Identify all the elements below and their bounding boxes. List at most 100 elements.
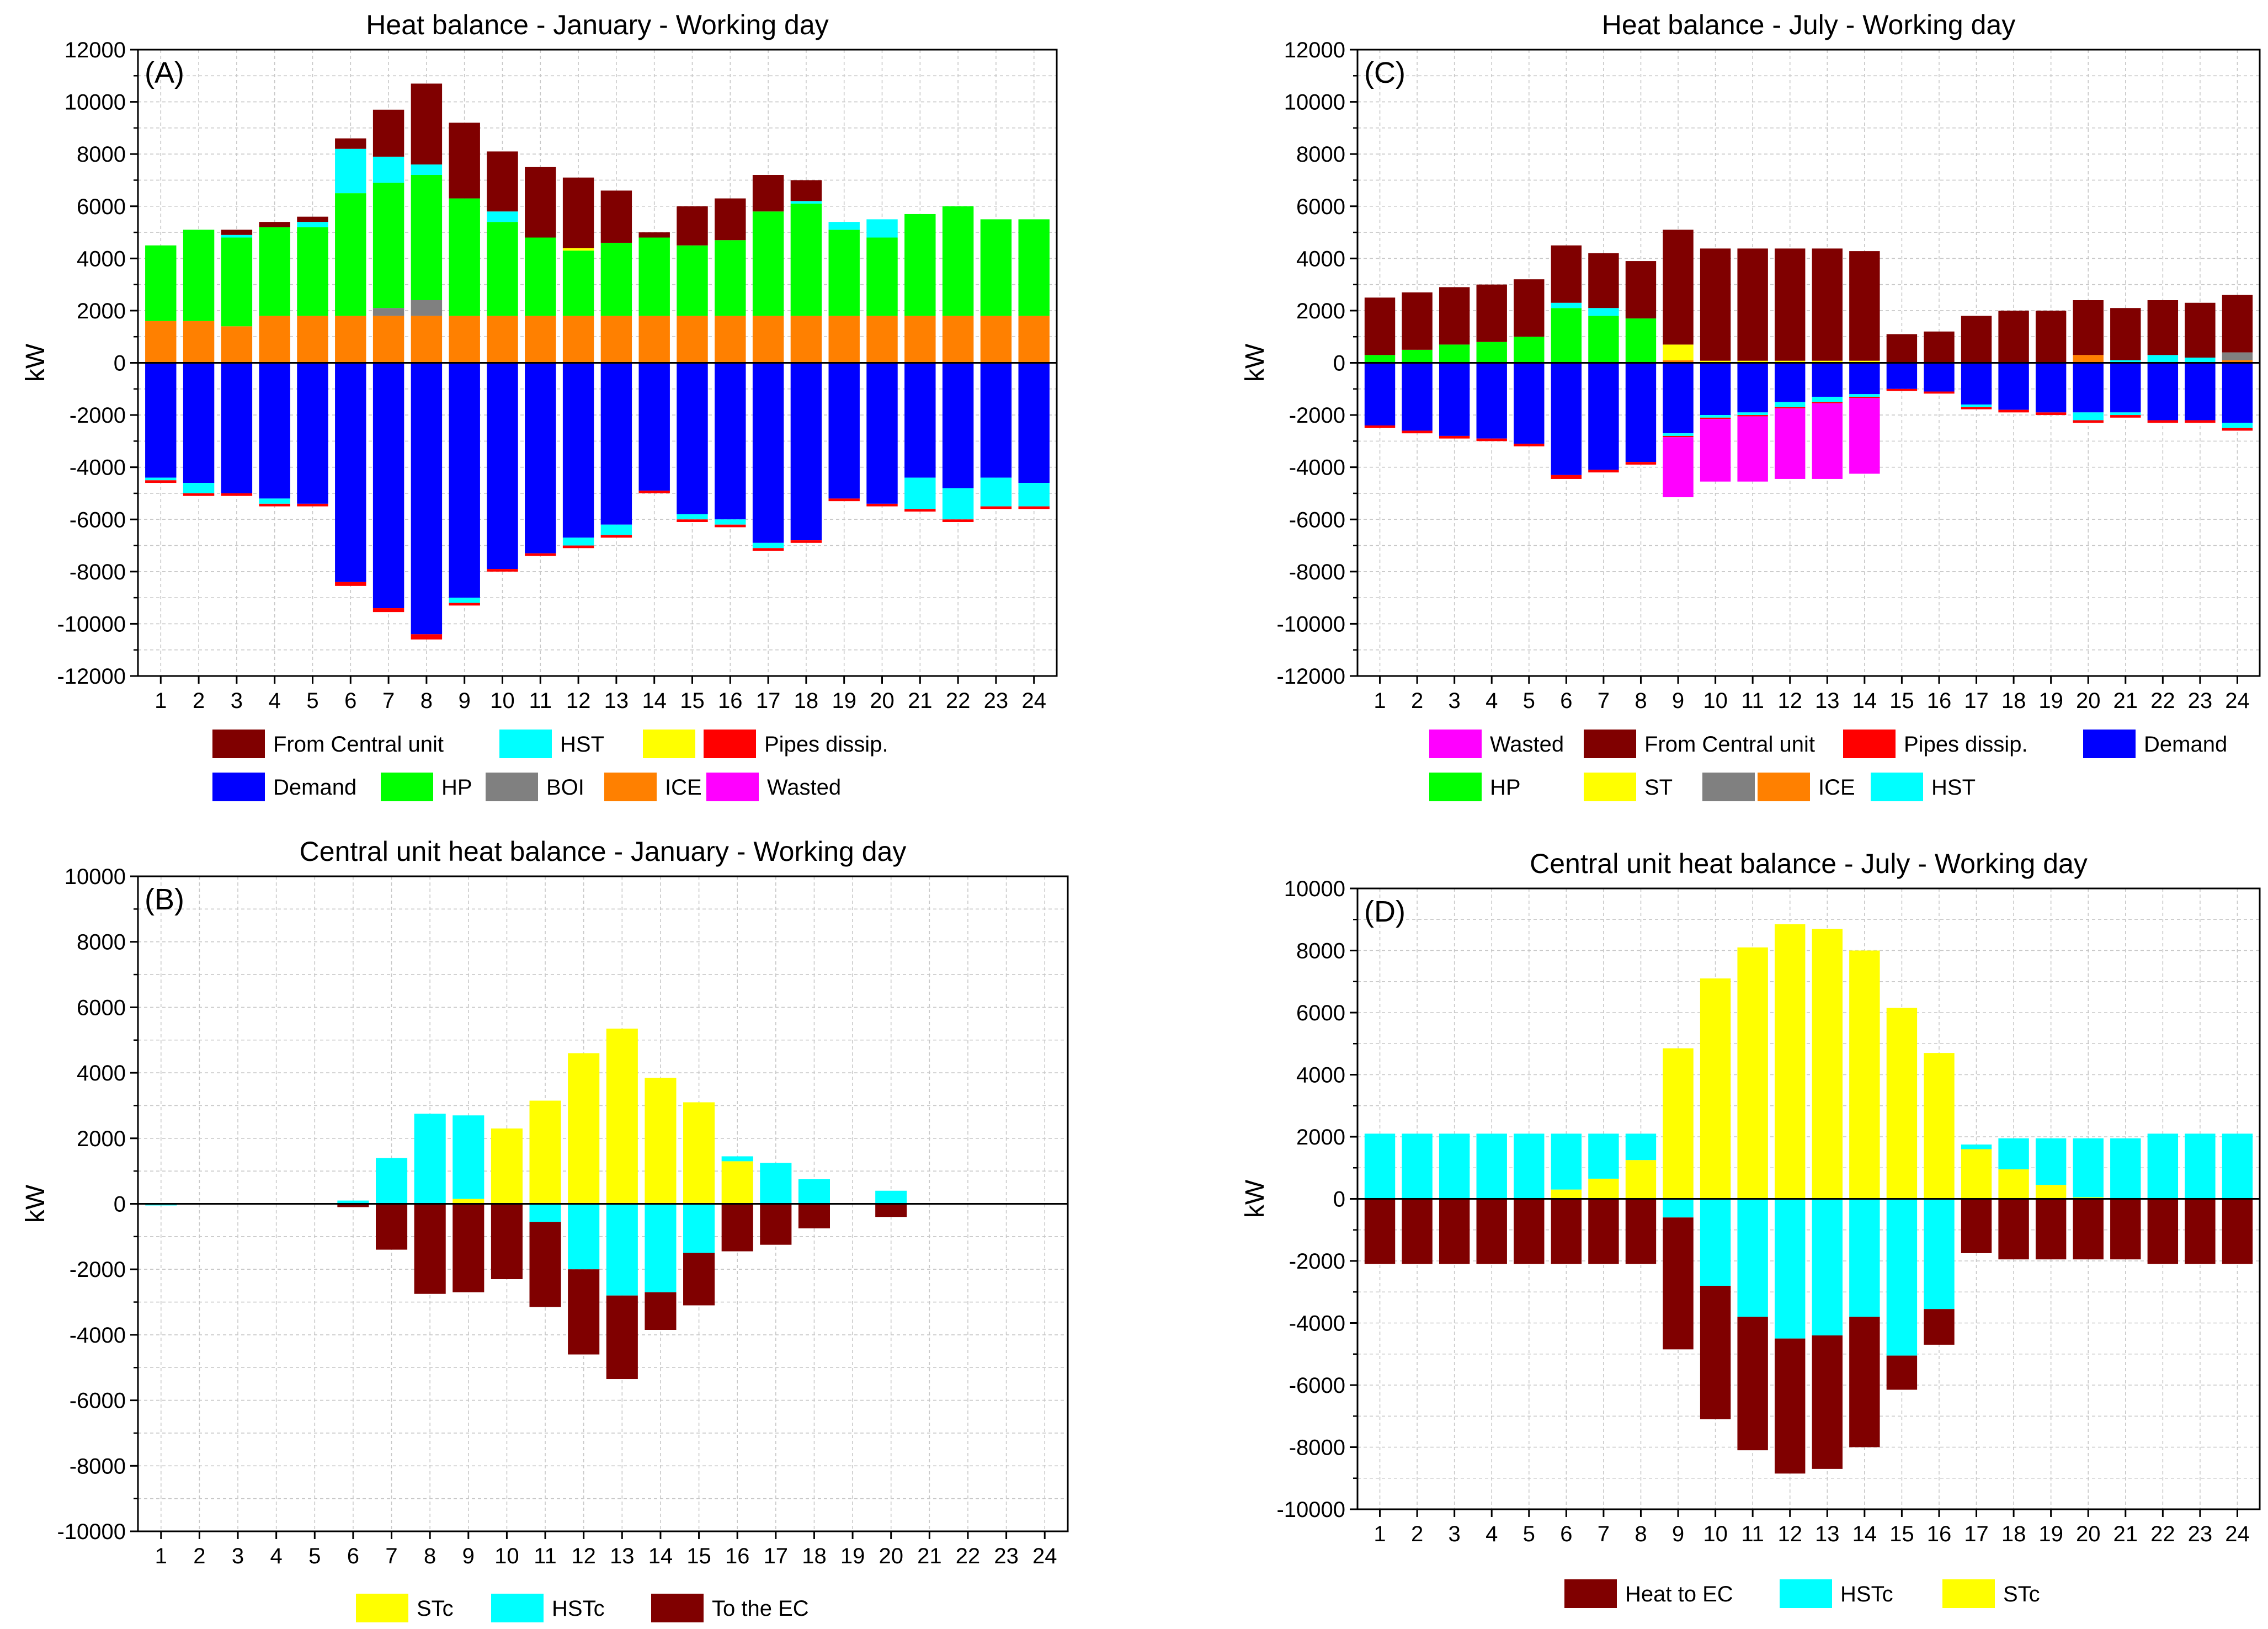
bar-pipes-dissip-hour-13 (600, 535, 632, 538)
x-tick-label: 21 (908, 689, 933, 713)
bar-hst-hour-5 (297, 222, 328, 227)
legend-swatch-boi (1702, 773, 1755, 801)
bar-demand-hour-22 (2147, 363, 2179, 420)
bar-hst-hour-24 (1018, 483, 1050, 507)
bar-hst-hour-21 (2110, 412, 2141, 416)
bar-ice-hour-3 (221, 326, 253, 363)
bar-demand-hour-21 (2110, 363, 2141, 413)
bar-ice-hour-13 (600, 316, 632, 363)
bar-hstc-hour-5 (1514, 1133, 1545, 1199)
x-tick-label: 13 (1815, 689, 1840, 713)
bar-from-central-unit-hour-4 (1476, 284, 1507, 342)
bar-hp-hour-15 (677, 245, 708, 316)
bar-pipes-dissip-hour-3 (1439, 435, 1470, 439)
x-tick-label: 8 (1635, 1522, 1647, 1546)
bar-demand-hour-3 (1439, 363, 1470, 436)
legend-label-hstc: HSTc (1840, 1582, 1893, 1606)
bar-hstc-hour-17 (760, 1163, 792, 1204)
y-tick-label: 8000 (77, 142, 126, 167)
bar-heat-to-ec-hour-7 (1588, 1199, 1619, 1264)
bar-ice-hour-8 (411, 316, 443, 363)
bar-stc-hour-19 (2035, 1185, 2067, 1199)
bar-hst-hour-2 (183, 483, 215, 493)
y-tick-label: 10000 (1284, 91, 1345, 115)
bar-hstc-hour-10 (1700, 1199, 1731, 1286)
bar-from-central-unit-hour-17 (1961, 316, 1992, 363)
x-tick-label: 24 (1032, 1544, 1057, 1568)
bar-hstc-hour-17 (1961, 1144, 1992, 1149)
bar-pipes-dissip-hour-9 (449, 603, 480, 606)
bar-pipes-dissip-hour-19 (2035, 412, 2067, 416)
x-tick-label: 22 (2150, 689, 2175, 713)
x-tick-label: 24 (1021, 689, 1046, 713)
x-tick-label: 10 (490, 689, 515, 713)
bar-st-hour-14 (1849, 360, 1880, 363)
bar-hst-hour-24 (2222, 423, 2253, 428)
bar-hp-hour-1 (145, 245, 177, 321)
bar-from-central-unit-hour-18 (790, 180, 822, 201)
bar-stc-hour-9 (1663, 1048, 1694, 1199)
x-tick-label: 9 (1672, 1522, 1684, 1546)
x-tick-label: 4 (270, 1544, 283, 1568)
x-tick-label: 15 (680, 689, 705, 713)
bar-hst-hour-10 (1700, 415, 1731, 418)
bar-from-central-unit-hour-11 (1737, 248, 1768, 361)
y-tick-label: -12000 (57, 664, 126, 689)
bar-stc-hour-8 (1625, 1160, 1657, 1199)
x-tick-label: 9 (462, 1544, 475, 1568)
bar-hstc-hour-20 (875, 1190, 907, 1204)
y-tick-label: 6000 (1296, 195, 1345, 219)
bar-stc-hour-10 (491, 1128, 523, 1204)
bar-heat-to-ec-hour-6 (1551, 1199, 1582, 1264)
bar-ice-hour-14 (638, 316, 670, 363)
bar-demand-hour-16 (715, 363, 746, 520)
bar-pipes-dissip-hour-18 (1998, 409, 2029, 413)
bar-hstc-hour-12 (568, 1204, 600, 1270)
bar-ice-hour-23 (980, 316, 1012, 363)
bar-stc-hour-12 (1775, 924, 1806, 1199)
x-tick-label: 18 (2001, 1522, 2026, 1546)
x-tick-label: 22 (946, 689, 971, 713)
bar-from-central-unit-hour-24 (2222, 295, 2253, 353)
bar-hstc-hour-3 (1439, 1133, 1470, 1199)
bar-pipes-dissip-hour-20 (2073, 420, 2104, 423)
bar-hp-hour-4 (259, 227, 290, 316)
legend-swatch-stc (356, 1594, 408, 1622)
legend-swatch-ice (604, 773, 657, 801)
legend-label-wasted: Wasted (1490, 732, 1564, 757)
legend-swatch-from-central-unit (1584, 730, 1636, 758)
x-tick-label: 6 (344, 689, 356, 713)
y-tick-label: -4000 (70, 456, 126, 480)
bar-hst-hour-4 (259, 498, 290, 504)
bar-demand-hour-23 (2185, 363, 2216, 420)
bar-demand-hour-2 (183, 363, 215, 483)
bar-demand-hour-1 (145, 363, 177, 478)
y-tick-label: 2000 (77, 299, 126, 323)
bar-hp-hour-2 (183, 230, 215, 321)
bar-hst-hour-7 (1588, 308, 1619, 316)
bar-hp-hour-12 (562, 251, 594, 316)
bar-hst-hour-3 (221, 235, 253, 238)
bar-ice-hour-16 (715, 316, 746, 363)
bar-hst-hour-17 (752, 542, 784, 549)
bar-hst-hour-21 (904, 477, 936, 509)
legend-label-hst: HST (560, 732, 604, 757)
y-tick-label: 8000 (1296, 142, 1345, 167)
bar-to-the-ec-hour-14 (645, 1292, 677, 1330)
bar-heat-to-ec-hour-8 (1625, 1199, 1657, 1264)
bar-hst-hour-23 (2185, 358, 2216, 363)
bar-from-central-unit-hour-10 (1700, 248, 1731, 361)
panel-title: Heat balance - January - Working day (366, 9, 828, 40)
bar-hst-hour-7 (372, 156, 404, 183)
y-tick-label: -8000 (70, 560, 126, 584)
bar-hstc-hour-13 (1812, 1199, 1843, 1335)
bar-hp-hour-13 (600, 242, 632, 316)
bar-hstc-hour-24 (2222, 1133, 2253, 1199)
x-tick-label: 14 (642, 689, 667, 713)
bar-pipes-dissip-hour-17 (1961, 407, 1992, 409)
bar-hst-hour-21 (2110, 360, 2141, 363)
y-tick-label: 0 (114, 1193, 126, 1217)
bar-hst-hour-1 (145, 477, 177, 481)
bar-hst-hour-12 (1775, 402, 1806, 407)
bar-demand-hour-7 (1588, 363, 1619, 470)
